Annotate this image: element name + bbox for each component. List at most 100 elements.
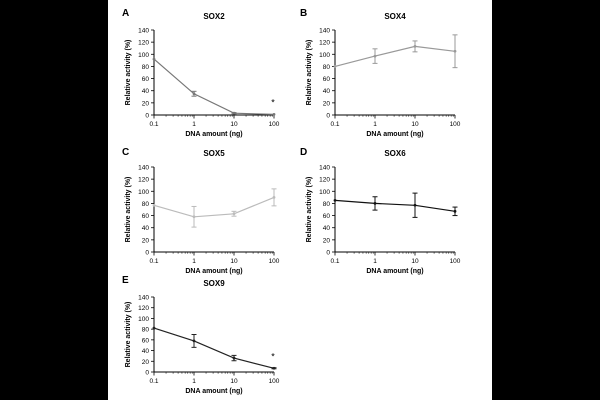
y-tick-label: 0 [326, 113, 330, 120]
chart-title: SOX5 [203, 149, 225, 158]
x-tick-label: 100 [269, 378, 280, 385]
x-tick-label: 10 [411, 258, 419, 265]
chart-title: SOX4 [384, 12, 406, 21]
data-point [232, 212, 236, 216]
y-tick-label: 60 [142, 213, 150, 220]
x-tick-label: 1 [373, 121, 377, 128]
y-tick-label: 40 [142, 225, 150, 232]
data-point [192, 339, 196, 343]
chart-a: A SOX2 0 20 40 60 80 100 120 140 0.1 1 10 100 DNA amou… [122, 8, 280, 138]
significance-annotation: * [271, 351, 275, 361]
x-axis-label: DNA amount (ng) [185, 268, 242, 275]
y-tick-label: 140 [319, 165, 330, 172]
data-point [152, 203, 156, 207]
x-tick-label: 100 [269, 258, 280, 265]
y-tick-label: 120 [138, 305, 149, 312]
x-tick-label: 10 [230, 121, 238, 128]
y-axis-label: Relative activity (%) [306, 177, 313, 243]
x-axis-label: DNA amount (ng) [366, 268, 423, 275]
y-axis-label: Relative activity (%) [125, 302, 132, 368]
series-line [334, 199, 456, 212]
x-tick-label: 0.1 [149, 121, 158, 128]
figure-panel: A SOX2 0 20 40 60 80 100 120 140 0.1 1 10 100 DNA amou… [108, 0, 492, 400]
y-tick-label: 140 [138, 295, 149, 302]
y-tick-label: 20 [142, 359, 150, 366]
data-point [453, 209, 457, 213]
data-point [232, 111, 236, 115]
significance-annotation: * [271, 97, 275, 107]
data-point [152, 57, 156, 61]
x-tick-label: 0.1 [149, 378, 158, 385]
data-point [272, 195, 276, 199]
y-tick-label: 120 [319, 177, 330, 184]
y-tick-label: 100 [138, 316, 149, 323]
chart-title: SOX2 [203, 12, 225, 21]
data-point [413, 44, 417, 48]
y-axis-label: Relative activity (%) [125, 177, 132, 243]
chart-title: SOX9 [203, 279, 225, 288]
x-axis-label: DNA amount (ng) [185, 131, 242, 138]
x-tick-label: 10 [230, 378, 238, 385]
y-tick-label: 60 [323, 213, 331, 220]
y-tick-label: 80 [142, 327, 150, 334]
y-tick-label: 140 [138, 28, 149, 35]
series-line [153, 58, 275, 115]
y-tick-label: 0 [145, 370, 149, 377]
chart-d: D SOX6 0 20 40 60 80 100 120 140 0.1 1 10 100 DNA amou… [300, 147, 461, 275]
series-line [153, 327, 275, 369]
x-tick-label: 1 [192, 121, 196, 128]
y-tick-label: 120 [319, 40, 330, 47]
x-tick-label: 0.1 [149, 258, 158, 265]
y-tick-label: 60 [323, 76, 331, 83]
y-tick-label: 120 [138, 177, 149, 184]
panel-label: A [122, 8, 129, 19]
chart-b: B SOX4 0 20 40 60 80 100 120 140 0.1 1 10 100 DNA amou… [300, 8, 461, 138]
y-tick-label: 120 [138, 40, 149, 47]
x-axis-label: DNA amount (ng) [366, 131, 423, 138]
x-tick-label: 100 [269, 121, 280, 128]
data-point [272, 366, 276, 370]
y-tick-label: 80 [142, 64, 150, 71]
x-tick-label: 10 [411, 121, 419, 128]
x-tick-label: 0.1 [330, 121, 339, 128]
y-tick-label: 100 [319, 52, 330, 59]
data-point [373, 202, 377, 205]
y-tick-label: 60 [142, 337, 150, 344]
chart-e: E SOX9 0 20 40 60 80 100 120 140 0.1 1 10 100 DNA amou… [122, 275, 280, 395]
data-point [333, 198, 337, 202]
y-tick-label: 20 [142, 100, 150, 107]
y-tick-label: 40 [323, 88, 331, 95]
data-point [413, 203, 417, 207]
y-axis-label: Relative activity (%) [306, 40, 313, 106]
y-tick-label: 20 [323, 237, 331, 244]
panel-label: D [300, 147, 307, 158]
x-tick-label: 10 [230, 258, 238, 265]
y-tick-label: 40 [142, 348, 150, 355]
y-tick-label: 0 [145, 113, 149, 120]
data-point [333, 65, 337, 68]
data-point [232, 356, 236, 360]
panel-label: E [122, 275, 129, 286]
series-line [334, 45, 456, 67]
panel-label: C [122, 147, 129, 158]
y-tick-label: 40 [142, 88, 150, 95]
y-tick-label: 100 [319, 189, 330, 196]
y-tick-label: 80 [323, 201, 331, 208]
x-tick-label: 1 [192, 378, 196, 385]
y-tick-label: 80 [142, 201, 150, 208]
data-point [453, 49, 457, 53]
y-tick-label: 80 [323, 64, 331, 71]
y-tick-label: 20 [323, 100, 331, 107]
y-tick-label: 140 [138, 165, 149, 172]
x-tick-label: 0.1 [330, 258, 339, 265]
x-axis-label: DNA amount (ng) [185, 388, 242, 395]
y-tick-label: 140 [319, 28, 330, 35]
panel-label: B [300, 8, 307, 19]
y-tick-label: 100 [138, 189, 149, 196]
x-tick-label: 1 [373, 258, 377, 265]
chart-title: SOX6 [384, 149, 406, 158]
data-point [192, 215, 196, 219]
y-tick-label: 60 [142, 76, 150, 83]
data-point [152, 326, 156, 330]
